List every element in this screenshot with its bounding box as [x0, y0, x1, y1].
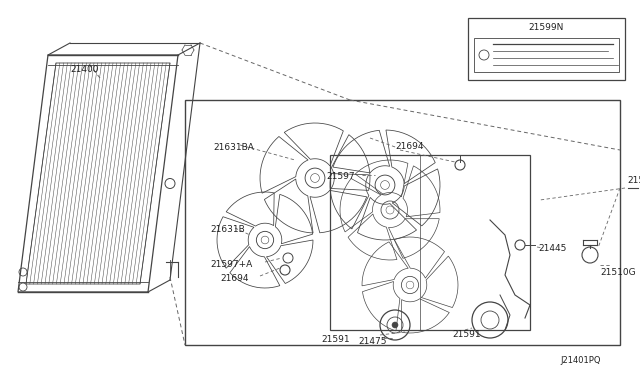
- Text: 21400: 21400: [71, 65, 99, 74]
- Bar: [185, 100, 620, 345]
- Text: 21599N: 21599N: [528, 23, 564, 32]
- Text: 21631B: 21631B: [210, 225, 244, 234]
- Circle shape: [392, 322, 398, 328]
- Bar: [330, 155, 530, 330]
- Text: 21510G: 21510G: [600, 268, 636, 277]
- Text: 21694: 21694: [395, 142, 424, 151]
- Text: 21597: 21597: [326, 172, 355, 181]
- Text: 21445: 21445: [538, 244, 566, 253]
- Text: 21591: 21591: [321, 335, 350, 344]
- Bar: [474, 38, 619, 72]
- Text: 21590: 21590: [627, 176, 640, 185]
- Text: J21401PQ: J21401PQ: [560, 356, 600, 365]
- Text: 21475: 21475: [358, 337, 387, 346]
- Bar: [468, 18, 625, 80]
- Text: 21597+A: 21597+A: [210, 260, 252, 269]
- Text: 21591: 21591: [452, 330, 481, 339]
- Text: 21631BA: 21631BA: [213, 143, 254, 152]
- Text: 21694: 21694: [220, 274, 248, 283]
